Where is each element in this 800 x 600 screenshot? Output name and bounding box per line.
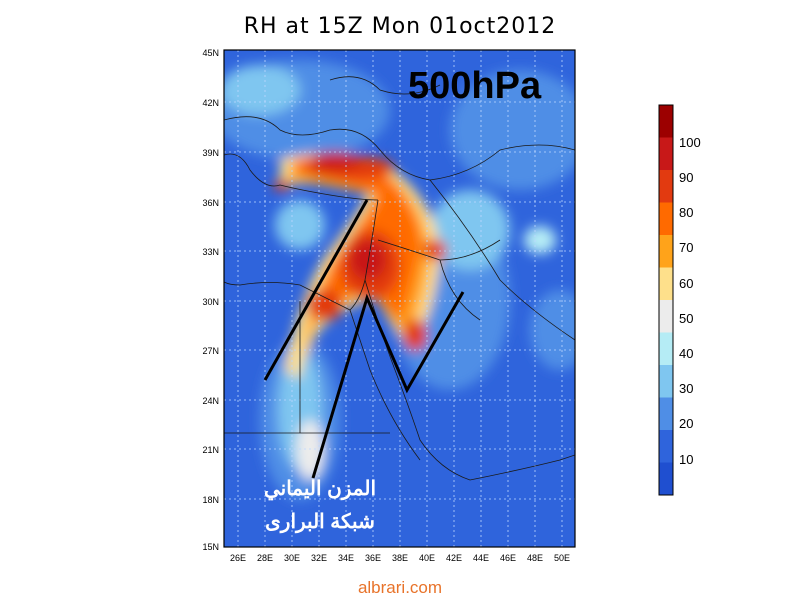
watermark-line2: شبكة البرارى	[265, 511, 375, 534]
colorbar-label: 60	[679, 276, 693, 291]
lon-tick: 48E	[527, 553, 543, 563]
lat-tick: 21N	[202, 445, 219, 455]
lon-tick: 26E	[230, 553, 246, 563]
colorbar-swatch	[659, 202, 673, 236]
lat-tick: 45N	[202, 48, 219, 58]
lat-tick: 27N	[202, 346, 219, 356]
colorbar-label: 10	[679, 452, 693, 467]
map-title: RH at 15Z Mon 01oct2012	[243, 14, 557, 39]
colorbar-label: 40	[679, 346, 693, 361]
colorbar-swatch	[659, 105, 673, 138]
lon-tick: 28E	[257, 553, 273, 563]
level-label: 500hPa	[408, 65, 542, 107]
lon-tick: 50E	[554, 553, 570, 563]
colorbar-swatch	[659, 332, 673, 366]
colorbar-swatch	[659, 462, 673, 496]
colorbar-swatch	[659, 430, 673, 463]
colorbar-label: 30	[679, 381, 693, 396]
colorbar-label: 20	[679, 416, 693, 431]
lat-tick: 33N	[202, 247, 219, 257]
humidity-field	[224, 50, 575, 547]
lon-tick: 42E	[446, 553, 462, 563]
lat-tick: 36N	[202, 198, 219, 208]
footer-site: albrari.com	[357, 578, 443, 597]
map-grid	[224, 50, 575, 547]
colorbar-swatch	[659, 267, 673, 301]
colorbar-label: 50	[679, 311, 693, 326]
lat-tick: 39N	[202, 148, 219, 158]
lat-tick: 24N	[202, 396, 219, 406]
lon-tick: 46E	[500, 553, 516, 563]
colorbar-label: 70	[679, 240, 693, 255]
lon-tick: 30E	[284, 553, 300, 563]
colorbar-label: 100	[679, 135, 701, 150]
watermark-line1: المزن اليماني	[264, 478, 376, 501]
lat-tick: 15N	[202, 542, 219, 552]
lon-tick: 36E	[365, 553, 381, 563]
map-frame	[223, 49, 576, 548]
lon-tick: 34E	[338, 553, 354, 563]
colorbar-label: 80	[679, 205, 693, 220]
colorbar-swatch	[659, 235, 673, 268]
colorbar-swatch	[659, 300, 673, 333]
colorbar-swatch	[659, 170, 673, 203]
lat-tick: 42N	[202, 98, 219, 108]
lon-tick: 40E	[419, 553, 435, 563]
lat-tick: 30N	[202, 297, 219, 307]
colorbar-swatch	[659, 365, 673, 398]
trough-annotation	[263, 199, 465, 479]
colorbar-label: 90	[679, 170, 693, 185]
colorbar	[658, 104, 674, 496]
lon-tick: 32E	[311, 553, 327, 563]
colorbar-swatch	[659, 137, 673, 171]
lon-tick: 44E	[473, 553, 489, 563]
lat-tick: 18N	[202, 495, 219, 505]
colorbar-swatch	[659, 397, 673, 431]
lon-tick: 38E	[392, 553, 408, 563]
colorbar-frame	[658, 104, 674, 496]
